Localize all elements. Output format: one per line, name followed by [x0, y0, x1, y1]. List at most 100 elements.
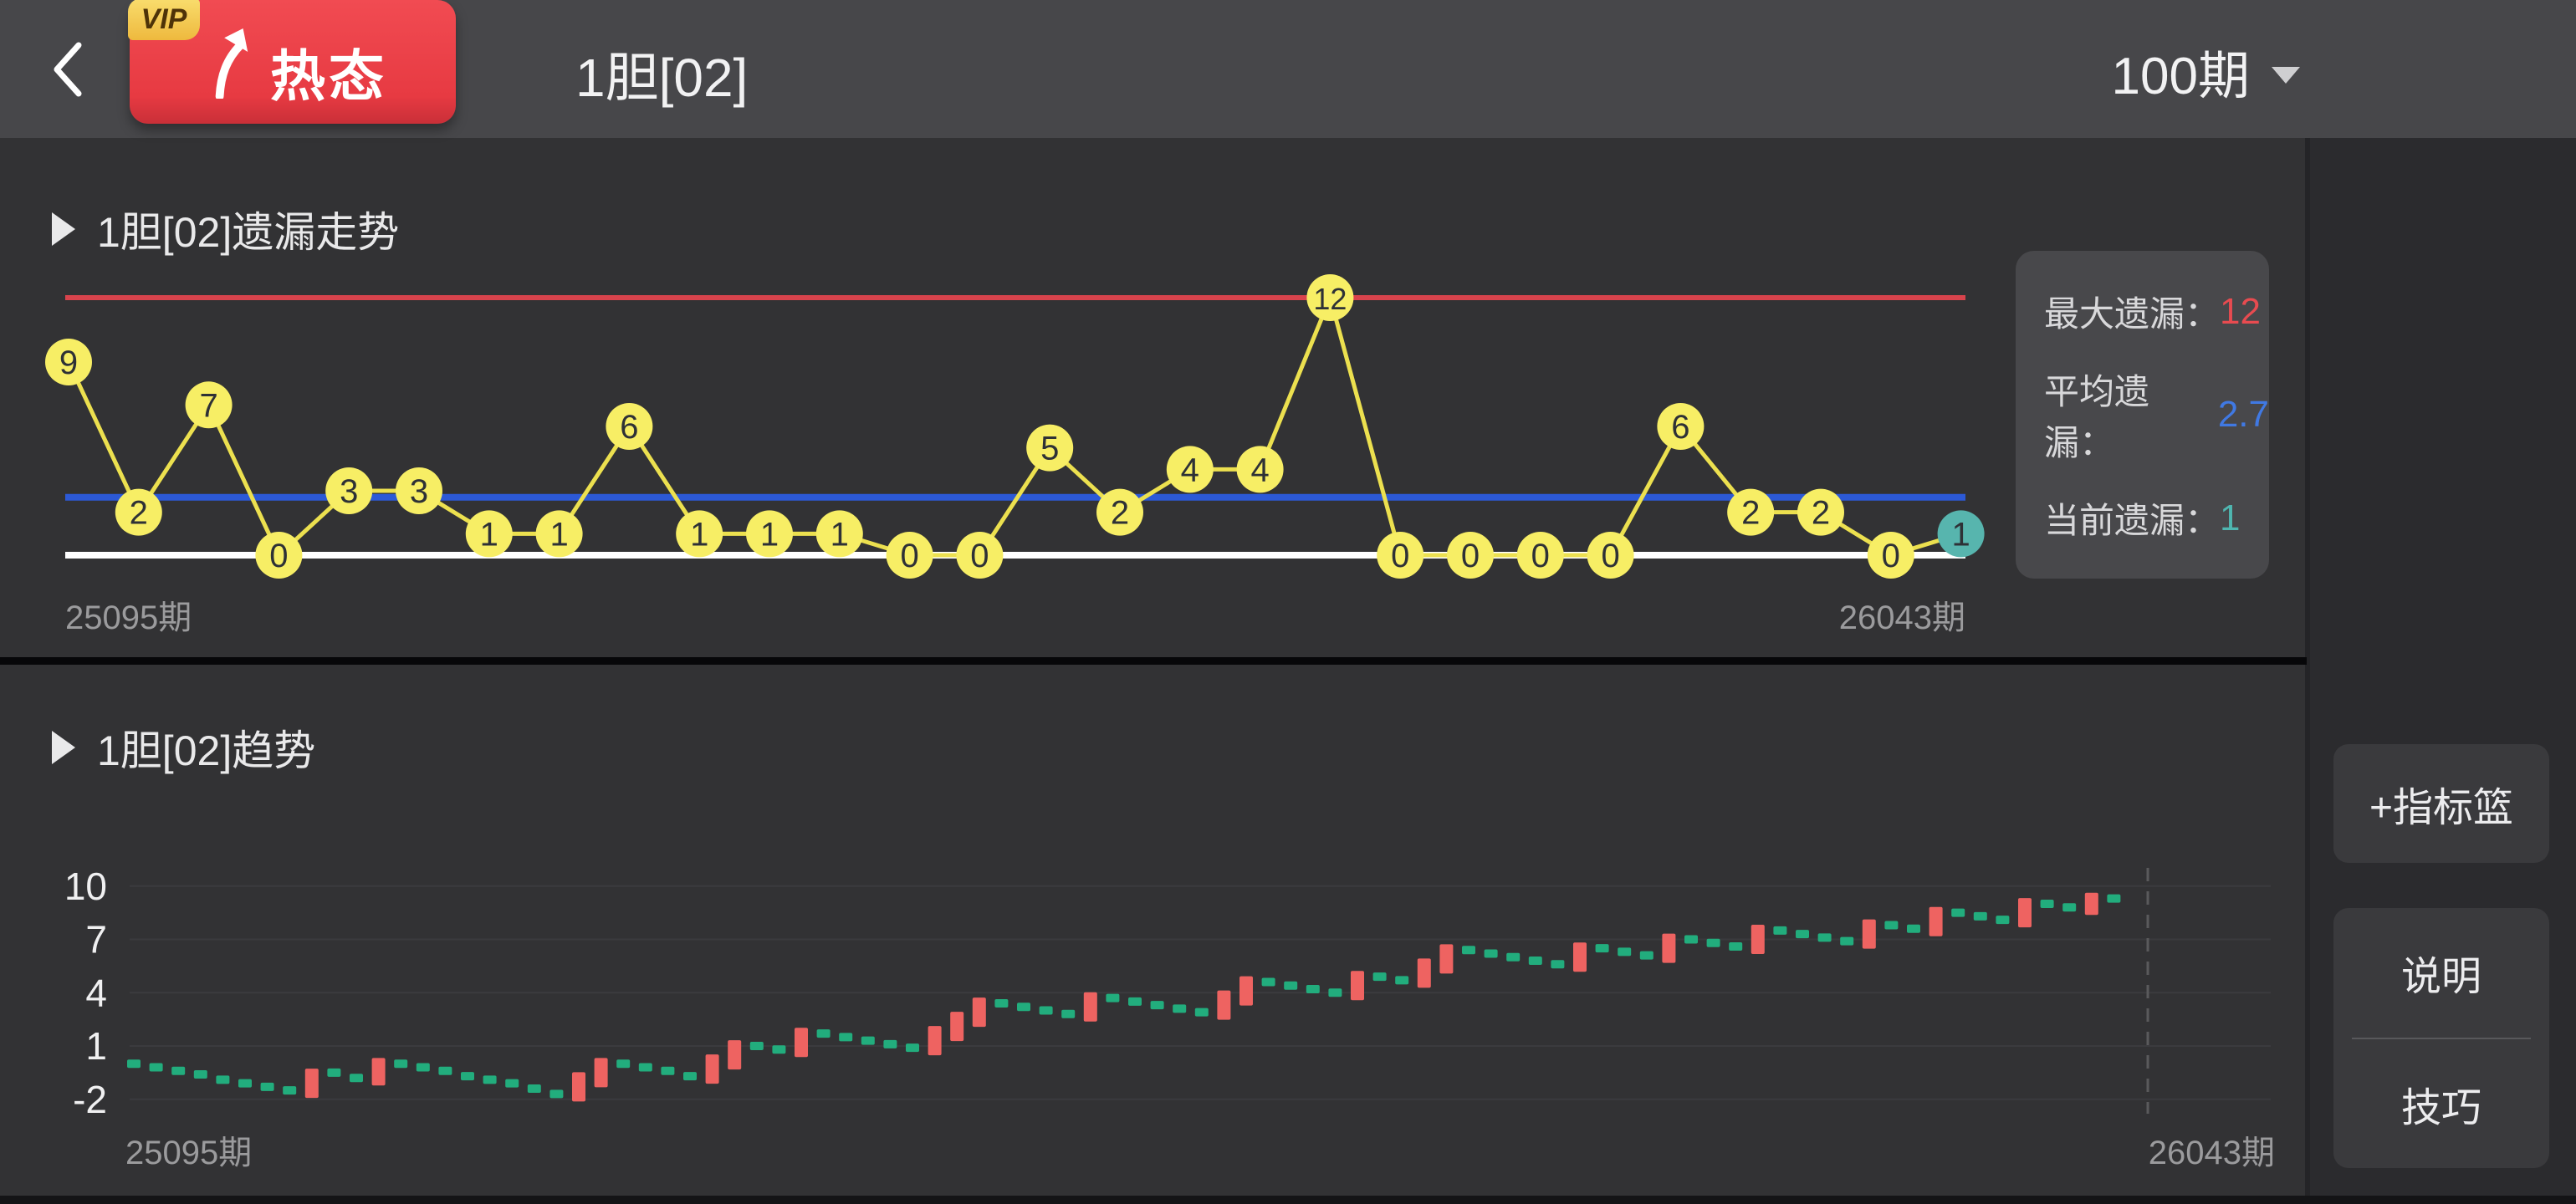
data-point-value: 9 — [59, 344, 78, 381]
triangle-right-icon — [52, 212, 75, 246]
period-selector[interactable]: 100期 — [2112, 33, 2300, 109]
data-point — [746, 510, 793, 558]
trend-up-bar — [1862, 919, 1876, 949]
data-point — [815, 510, 863, 558]
trend-dash — [549, 1089, 564, 1099]
data-point — [1797, 488, 1844, 536]
data-point-value: 0 — [1601, 538, 1619, 574]
data-point — [1587, 532, 1634, 579]
trend-dash — [1639, 951, 1653, 960]
trend-up-bar — [304, 1069, 319, 1099]
stat-label: 平均遗漏： — [2044, 372, 2150, 462]
omission-polyline — [66, 291, 1962, 559]
trend-dash — [438, 1066, 452, 1075]
data-point — [325, 467, 373, 514]
trend-up-bar — [2018, 898, 2032, 928]
trend-dash — [1996, 916, 2010, 925]
trend-dash — [861, 1036, 875, 1045]
tips-button[interactable]: 技巧 — [2333, 1039, 2549, 1169]
trend-dash — [1706, 938, 1720, 947]
trend-dash — [816, 1029, 831, 1038]
data-point — [1377, 532, 1424, 579]
data-point — [1236, 446, 1284, 493]
trend-dash — [2062, 903, 2077, 912]
trend-dash — [193, 1070, 207, 1079]
omission-chart: 9 2 7 0 3 3 1 1 6 1 1 1 0 0 5 2 4 4 12 0 0 0 0 6 2 2 0 1 25095期 26043… — [0, 242, 2308, 644]
data-point-value: 2 — [1111, 495, 1129, 532]
trend-dash — [1106, 993, 1120, 1002]
data-point — [1447, 532, 1494, 579]
x-axis-end-label: 26043期 — [1839, 599, 1965, 636]
omission-section-header[interactable]: 1胆[02]遗漏走势 — [52, 199, 399, 259]
help-button-group: 说明 技巧 — [2333, 908, 2549, 1168]
triangle-right-icon — [52, 731, 75, 764]
add-indicator-basket-button[interactable]: +指标篮 — [2333, 744, 2549, 863]
data-point-value: 0 — [1461, 538, 1480, 574]
trend-dash — [1618, 947, 1632, 957]
trend-up-bar — [972, 997, 986, 1028]
trend-dash — [461, 1072, 474, 1081]
data-point-value: 6 — [620, 409, 638, 446]
trend-dash — [1684, 935, 1698, 944]
vip-tag-label: VIP — [141, 3, 187, 35]
data-point — [115, 488, 162, 536]
data-point — [1657, 402, 1705, 450]
stat-value: 12 — [2220, 290, 2261, 332]
trend-up-bar — [2084, 892, 2098, 916]
trend-dash — [216, 1075, 230, 1084]
trend-dash — [1039, 1006, 1053, 1015]
trend-up-bar — [1439, 944, 1454, 974]
tips-label: 技巧 — [2400, 1085, 2481, 1130]
data-point-value: 1 — [690, 516, 708, 553]
trend-up-bar — [1351, 971, 1364, 1001]
trend-dash — [1194, 1008, 1209, 1017]
main-content-area — [0, 138, 2307, 1204]
trend-up-bar — [705, 1054, 719, 1084]
data-point — [606, 402, 653, 450]
trend-dash — [1284, 981, 1298, 990]
trend-up-bar — [1573, 942, 1587, 972]
trend-dash — [1973, 911, 1987, 921]
bottom-edge-strip — [0, 1196, 2576, 1204]
back-button[interactable] — [49, 40, 87, 99]
trend-up-bar — [594, 1058, 608, 1088]
trend-up-bar — [795, 1028, 808, 1058]
trend-dash — [1551, 960, 1565, 969]
vertical-divider — [2305, 138, 2310, 1204]
stat-value: 2.7 — [2217, 394, 2269, 435]
x-axis-start-label: 25095期 — [125, 1135, 252, 1171]
data-point-value: 2 — [1741, 495, 1760, 532]
trend-up-bar — [1239, 976, 1253, 1006]
caret-down-icon — [2272, 67, 2300, 84]
trend-up-bar — [1083, 992, 1097, 1022]
trend-dash — [839, 1033, 853, 1042]
trend-dash — [283, 1086, 297, 1095]
trend-dash — [505, 1079, 519, 1088]
trend-dash — [1017, 1002, 1030, 1012]
data-point-value: 0 — [970, 538, 989, 574]
up-arrow-icon — [203, 28, 262, 103]
data-point — [1096, 488, 1143, 536]
trend-chart: 10 7 4 1 -2 25095期 26043期 — [0, 853, 2308, 1191]
x-axis-start-label: 25095期 — [65, 599, 192, 636]
data-point — [396, 467, 442, 514]
trend-dash — [994, 999, 1009, 1008]
trend-dash — [772, 1045, 786, 1054]
trend-dash — [394, 1059, 408, 1069]
trend-dash — [238, 1079, 252, 1088]
data-point-value: 2 — [1812, 495, 1830, 532]
trend-dash — [1173, 1004, 1187, 1013]
data-point-value: 6 — [1671, 409, 1689, 446]
trend-chart-svg: 10 7 4 1 -2 25095期 26043期 — [64, 865, 2275, 1171]
y-axis-tick-label: -2 — [73, 1078, 107, 1121]
trend-dash — [1328, 988, 1342, 997]
hot-trend-badge[interactable]: 热态 VIP — [128, 0, 456, 124]
trend-dash — [616, 1059, 631, 1069]
stat-label: 最大遗漏： — [2044, 294, 2221, 334]
trend-section-header[interactable]: 1胆[02]趋势 — [52, 717, 315, 778]
trend-dash — [1528, 957, 1542, 965]
explain-button[interactable]: 说明 — [2333, 908, 2549, 1038]
data-point — [956, 532, 1004, 579]
stat-current-omission: 当前遗漏： 1 — [2044, 492, 2269, 543]
data-point — [465, 510, 513, 558]
